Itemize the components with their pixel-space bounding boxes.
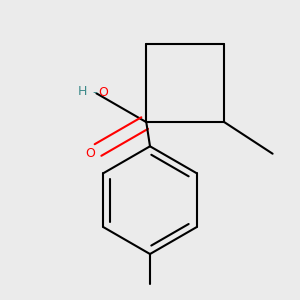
Text: O: O <box>85 147 95 161</box>
Text: H: H <box>78 85 87 98</box>
Text: O: O <box>98 86 108 99</box>
Text: -: - <box>92 86 97 99</box>
